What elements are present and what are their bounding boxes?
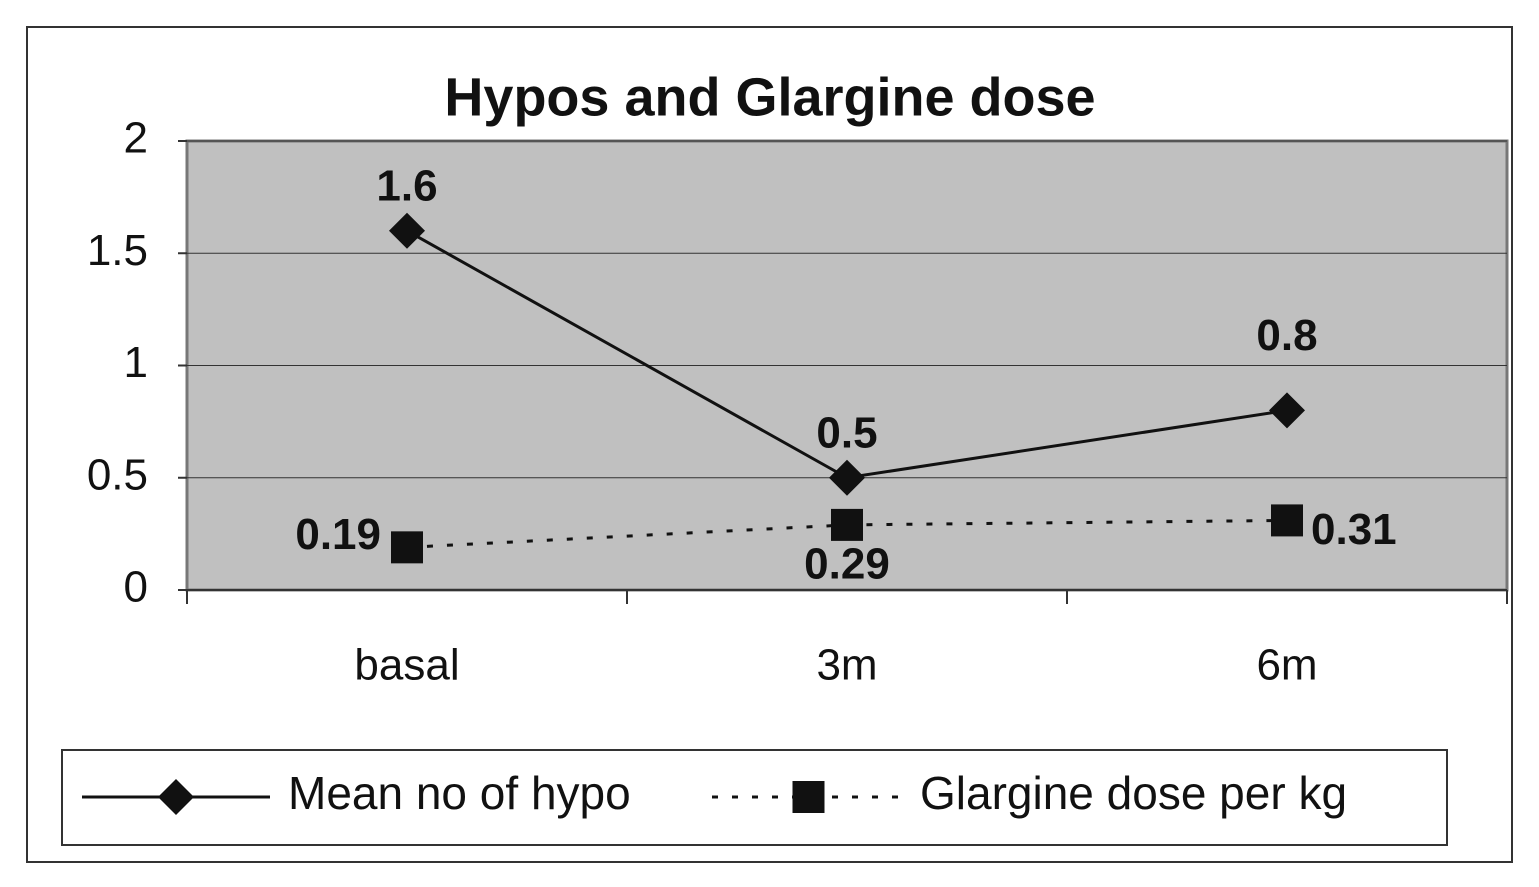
x-tick-label: 3m: [816, 641, 877, 690]
legend-label: Glargine dose per kg: [920, 767, 1347, 819]
y-tick-label: 0.5: [87, 450, 148, 499]
legend-marker: [792, 781, 825, 813]
data-point: [1269, 392, 1305, 429]
data-label: 0.8: [1256, 311, 1317, 360]
data-label: 1.6: [376, 161, 437, 210]
y-tick-label: 0: [124, 563, 148, 612]
chart-title: Hypos and Glargine dose: [444, 67, 1095, 127]
legend-marker: [158, 779, 194, 815]
y-tick-label: 1.5: [87, 226, 148, 275]
data-label: 0.29: [804, 540, 890, 589]
data-label: 0.5: [816, 408, 877, 457]
x-tick-label: basal: [354, 641, 459, 690]
data-label: 0.31: [1311, 505, 1397, 554]
data-point: [829, 459, 865, 496]
data-point: [391, 531, 423, 564]
data-point: [831, 508, 863, 541]
data-label: 0.19: [295, 510, 381, 559]
legend-label: Mean no of hypo: [288, 767, 631, 819]
y-tick-label: 1: [124, 338, 148, 387]
x-tick-label: 6m: [1256, 641, 1317, 690]
y-tick-label: 2: [124, 114, 148, 163]
data-point: [389, 212, 425, 249]
data-point: [1271, 504, 1303, 537]
